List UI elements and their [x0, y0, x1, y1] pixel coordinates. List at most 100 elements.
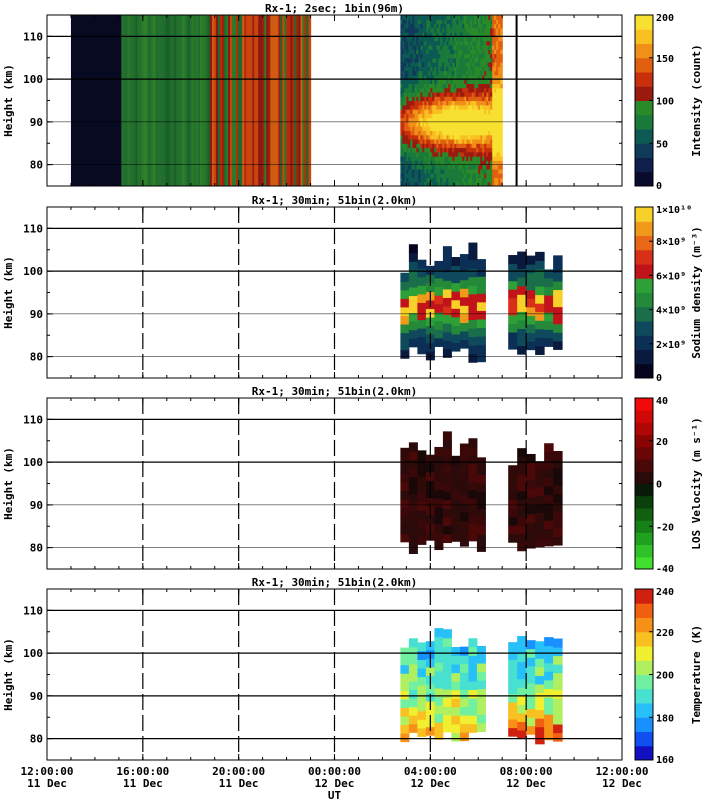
x-tick-label-time: 12:00:00	[596, 765, 649, 778]
intensity-cell	[420, 53, 423, 59]
intensity-cell	[458, 121, 461, 127]
data-cell	[476, 680, 486, 690]
panel-title: Rx-1; 30min; 51bin(2.0km)	[252, 385, 418, 398]
intensity-cell	[476, 83, 479, 89]
intensity-cell	[464, 40, 467, 46]
intensity-cell	[436, 147, 439, 153]
data-cell	[517, 345, 527, 355]
intensity-cell	[412, 117, 415, 123]
intensity-cell	[492, 19, 495, 25]
intensity-cell	[424, 70, 427, 76]
intensity-cell	[494, 168, 497, 174]
intensity-cell	[482, 113, 485, 119]
intensity-cell	[412, 36, 415, 42]
data-cell	[553, 715, 563, 725]
data-cell	[459, 732, 469, 742]
intensity-cell	[474, 177, 477, 183]
data-cell	[544, 731, 554, 741]
intensity-cell	[442, 181, 445, 186]
intensity-cell	[434, 87, 437, 93]
intensity-cell	[438, 87, 441, 93]
intensity-cell	[458, 160, 461, 166]
intensity-cell	[464, 156, 467, 161]
colorbar-tick-label: 200	[656, 671, 674, 682]
intensity-cell	[432, 66, 435, 72]
intensity-cell	[478, 62, 481, 67]
intensity-cell	[456, 32, 459, 37]
intensity-cell	[496, 147, 499, 153]
intensity-cell	[454, 91, 457, 97]
intensity-cell	[458, 181, 461, 186]
intensity-cell	[490, 104, 493, 110]
intensity-cell	[438, 79, 441, 84]
intensity-cell	[432, 91, 435, 97]
intensity-column	[161, 15, 165, 186]
data-cell	[417, 450, 427, 460]
intensity-cell	[430, 15, 433, 20]
data-cell	[425, 454, 435, 464]
intensity-cell	[500, 181, 503, 186]
intensity-column	[304, 15, 308, 186]
intensity-cell	[422, 138, 425, 144]
colorbar-swatch	[635, 292, 653, 308]
intensity-cell	[486, 36, 489, 42]
x-axis-label: UT	[328, 789, 342, 800]
intensity-cell	[404, 62, 407, 67]
intensity-cell	[452, 164, 455, 170]
data-cell	[451, 732, 461, 742]
data-cell	[451, 342, 461, 352]
intensity-cell	[472, 147, 475, 153]
intensity-cell	[460, 113, 463, 119]
intensity-cell	[414, 70, 417, 76]
intensity-cell	[490, 164, 493, 170]
intensity-cell	[442, 143, 445, 149]
panel-2: Rx-1; 30min; 51bin(2.0km)8090100110Heigh…	[2, 194, 703, 384]
intensity-cell	[454, 44, 457, 50]
intensity-cell	[418, 40, 421, 46]
data-cell	[434, 713, 444, 723]
data-cell	[553, 681, 563, 691]
data-cell	[517, 285, 527, 295]
data-cell	[476, 491, 486, 501]
intensity-cell	[472, 109, 475, 114]
intensity-cell	[436, 57, 439, 63]
intensity-cell	[438, 23, 441, 29]
data-cell	[442, 465, 452, 475]
intensity-cell	[486, 19, 489, 25]
intensity-cell	[442, 49, 445, 55]
data-cell	[517, 635, 527, 646]
intensity-cell	[446, 177, 449, 183]
intensity-cell	[468, 113, 471, 119]
intensity-cell	[444, 23, 447, 29]
intensity-cell	[470, 160, 473, 166]
intensity-cell	[420, 160, 423, 166]
data-cell	[535, 666, 545, 676]
intensity-cell	[434, 126, 437, 132]
intensity-cell	[486, 181, 489, 186]
intensity-cell	[462, 181, 465, 186]
data-cell	[434, 506, 444, 516]
data-cell	[434, 670, 444, 680]
intensity-cell	[458, 113, 461, 119]
intensity-column	[133, 15, 136, 186]
intensity-cell	[418, 143, 421, 149]
data-cell	[476, 259, 486, 269]
intensity-cell	[472, 32, 475, 37]
colorbar-swatch	[635, 731, 653, 747]
intensity-column	[256, 15, 259, 186]
intensity-cell	[492, 160, 495, 166]
data-cell	[517, 670, 527, 680]
intensity-cell	[478, 66, 481, 72]
intensity-cell	[480, 79, 483, 84]
intensity-cell	[404, 36, 407, 42]
data-cell	[476, 267, 486, 277]
intensity-column	[119, 15, 122, 186]
intensity-cell	[466, 23, 469, 29]
intensity-column	[209, 15, 213, 186]
intensity-cell	[498, 83, 501, 89]
intensity-cell	[474, 147, 477, 153]
intensity-cell	[478, 49, 481, 55]
intensity-cell	[458, 62, 461, 67]
intensity-cell	[486, 121, 489, 127]
intensity-cell	[476, 156, 479, 161]
